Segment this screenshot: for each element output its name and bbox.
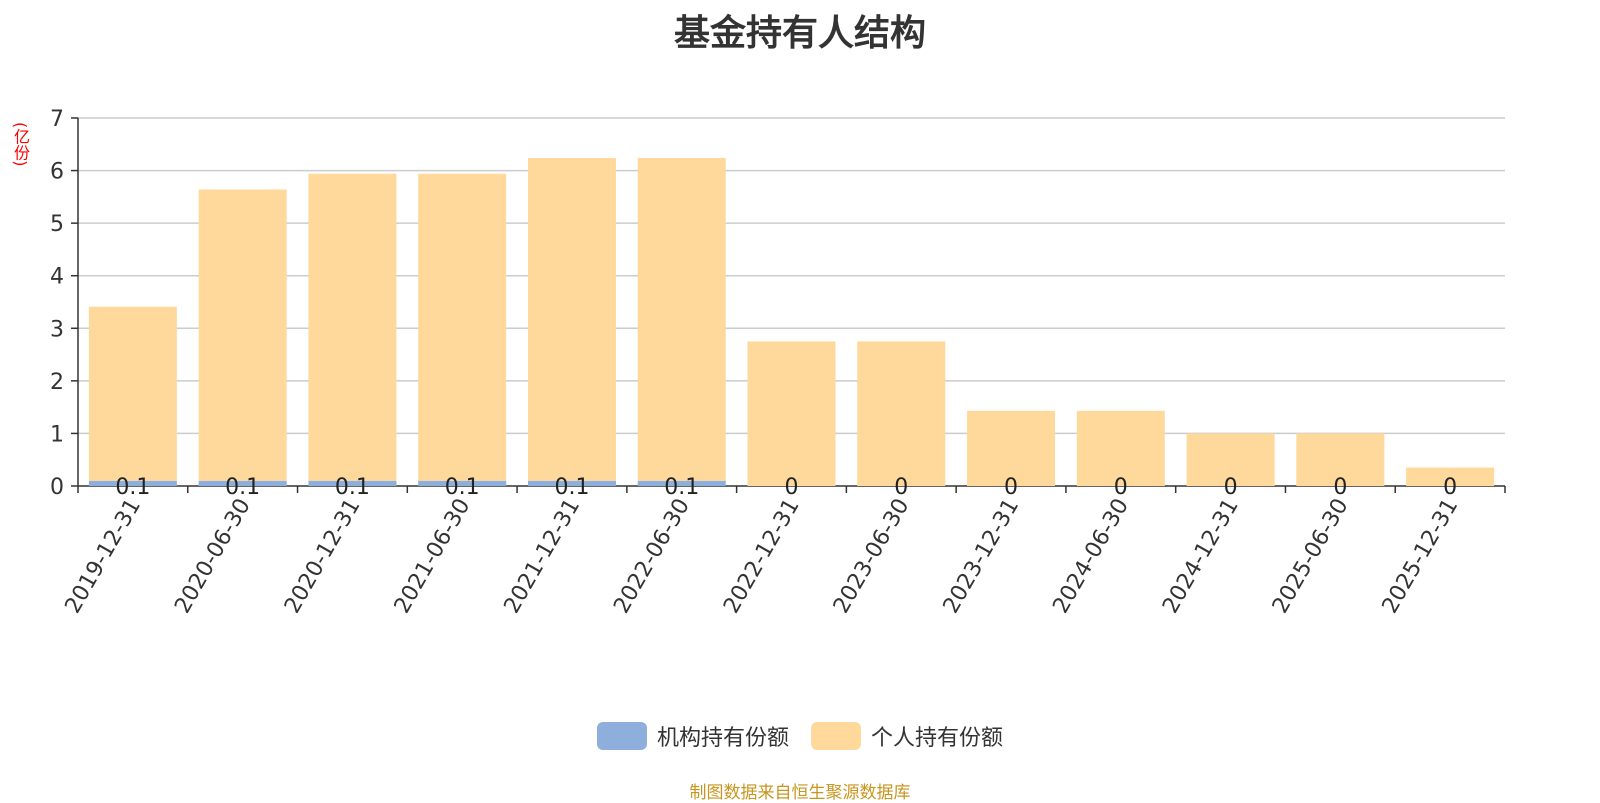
y-tick-label: 6	[50, 160, 64, 185]
x-tick-label: 2023-06-30	[829, 495, 915, 618]
y-tick-label: 0	[50, 475, 64, 500]
bar-institution	[418, 480, 507, 486]
y-tick-label: 3	[50, 317, 64, 342]
y-tick-label: 5	[50, 212, 64, 237]
chart-title: 基金持有人结构	[673, 13, 926, 54]
x-tick-label: 2019-12-31	[61, 495, 147, 618]
x-tick-label: 2024-12-31	[1158, 495, 1244, 618]
bar-institution	[198, 480, 287, 486]
x-tick-label: 2025-06-30	[1268, 495, 1354, 618]
y-tick-label: 7	[50, 107, 64, 132]
bar-individual	[88, 306, 177, 481]
data-label-institution: 0.1	[115, 475, 150, 500]
bar-individual	[857, 341, 946, 486]
x-tick-label: 2025-12-31	[1378, 495, 1464, 618]
bar-chart: 012345670.12019-12-310.12020-06-300.1202…	[50, 107, 1506, 618]
y-tick-label: 1	[50, 422, 64, 447]
x-tick-label: 2022-12-31	[719, 495, 805, 618]
data-source: 制图数据来自恒生聚源数据库	[689, 783, 911, 803]
data-label-institution: 0	[1224, 475, 1238, 500]
data-label-institution: 0	[1443, 475, 1457, 500]
bar-individual	[1406, 467, 1495, 486]
legend-swatch-institution	[596, 722, 647, 750]
bar-institution	[637, 480, 726, 486]
bar-individual	[967, 410, 1056, 486]
bar-institution	[308, 480, 397, 486]
data-label-institution: 0	[785, 475, 799, 500]
data-label-institution: 0.1	[554, 475, 589, 500]
legend-item-individual[interactable]: 个人持有份额	[811, 720, 1003, 752]
data-label-institution: 0	[1333, 475, 1347, 500]
bar-individual	[308, 173, 397, 481]
x-tick-label: 2021-12-31	[500, 495, 586, 618]
data-label-institution: 0	[1004, 475, 1018, 500]
legend-item-institution[interactable]: 机构持有份额	[596, 720, 789, 752]
data-label-institution: 0.1	[664, 475, 699, 500]
bar-individual	[1186, 433, 1275, 486]
bar-individual	[418, 173, 507, 481]
bar-individual	[747, 341, 836, 486]
x-tick-label: 2020-12-31	[280, 495, 366, 618]
bar-institution	[88, 480, 177, 486]
data-label-institution: 0	[1114, 475, 1128, 500]
data-label-institution: 0.1	[335, 475, 370, 500]
x-tick-label: 2022-06-30	[609, 495, 695, 618]
y-tick-label: 2	[50, 370, 64, 395]
x-tick-label: 2021-06-30	[390, 495, 476, 618]
x-tick-label: 2024-06-30	[1048, 495, 1134, 618]
legend-label-institution: 机构持有份额	[656, 726, 789, 751]
legend: 机构持有份额 个人持有份额	[0, 720, 1600, 752]
bar-individual	[1296, 433, 1385, 486]
data-label-institution: 0	[894, 475, 908, 500]
bar-individual	[637, 157, 726, 481]
y-axis-unit: (亿份)	[11, 122, 30, 167]
y-tick-label: 4	[50, 265, 64, 290]
legend-label-individual: 个人持有份额	[871, 726, 1004, 751]
x-tick-label: 2023-12-31	[939, 495, 1025, 618]
legend-swatch-individual	[811, 722, 861, 750]
data-label-institution: 0.1	[445, 475, 480, 500]
data-label-institution: 0.1	[225, 475, 260, 500]
bar-institution	[527, 480, 616, 486]
bar-individual	[1076, 410, 1165, 486]
bar-individual	[527, 157, 616, 481]
bar-individual	[198, 189, 287, 481]
x-tick-label: 2020-06-30	[170, 495, 256, 618]
